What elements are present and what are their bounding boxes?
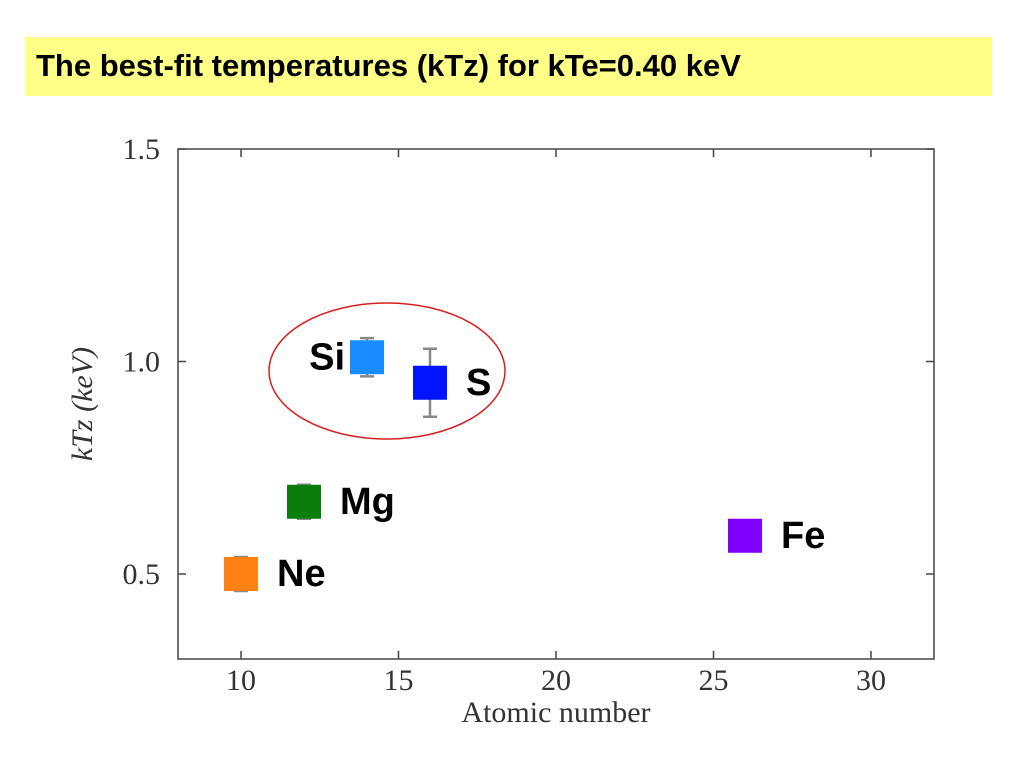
point-label: S <box>466 362 491 404</box>
y-tick-label: 1.0 <box>123 346 161 379</box>
point <box>413 365 447 400</box>
point <box>350 340 384 375</box>
x-tick-label: 25 <box>699 664 729 697</box>
point-label: Fe <box>781 515 825 557</box>
y-tick-label: 0.5 <box>123 558 161 591</box>
y-axis-title: kTz (keV) <box>66 347 99 461</box>
point <box>728 518 762 553</box>
point-label: Ne <box>277 553 326 595</box>
y-tick-label: 1.5 <box>123 133 161 166</box>
slide-title: The best-fit temperatures (kTz) for kTe=… <box>36 48 741 83</box>
highlight-ellipse <box>268 302 506 440</box>
x-tick-label: 20 <box>541 664 571 697</box>
title-banner <box>25 37 992 96</box>
point-label: Mg <box>340 481 395 523</box>
point <box>287 484 321 519</box>
x-tick-label: 10 <box>226 664 256 697</box>
x-tick-label: 15 <box>384 664 414 697</box>
point-label: Si <box>309 336 345 378</box>
point <box>224 557 258 591</box>
x-axis-title: Atomic number <box>461 696 650 729</box>
x-tick-label: 30 <box>856 664 886 697</box>
